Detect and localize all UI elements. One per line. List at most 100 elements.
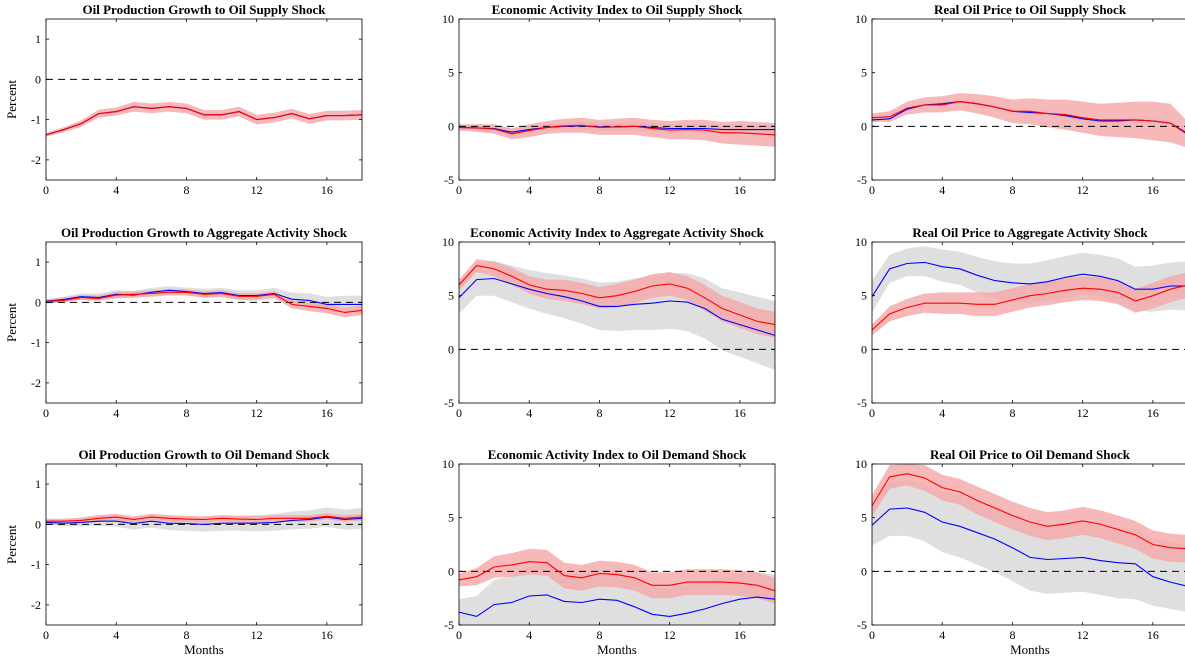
panel-title: Economic Activity Index to Oil Demand Sh…: [488, 447, 747, 462]
red-confidence-band: [872, 93, 1185, 147]
x-tick-label: 0: [43, 628, 49, 642]
red-response-line: [458, 124, 776, 136]
x-tick-label: 4: [113, 406, 119, 420]
red-response-line: [458, 265, 776, 326]
x-tick-label: 4: [113, 628, 119, 642]
panel-7: 0 4 8 12 16 -2 -1 0 1 Oil Production Growth to Oi…: [4, 447, 363, 657]
y-tick-label: 5: [448, 66, 454, 80]
x-tick-label: 8: [596, 628, 602, 642]
plot-background: [46, 464, 362, 625]
blue-confidence-band: [459, 564, 775, 625]
panel-title: Economic Activity Index to Oil Supply Sh…: [492, 2, 743, 17]
y-tick-label: 10: [442, 457, 454, 471]
x-tick-label: 12: [664, 406, 676, 420]
panel-title: Economic Activity Index to Aggregate Act…: [470, 225, 764, 240]
y-tick-label: -1: [31, 113, 41, 127]
plot-frame: [871, 463, 1185, 626]
y-tick-label: 0: [35, 295, 41, 309]
x-tick-label: 4: [939, 406, 945, 420]
plot-frame: [458, 18, 776, 181]
y-tick-label: -2: [31, 153, 41, 167]
y-tick-label: 0: [448, 342, 454, 356]
x-tick-label: 12: [1077, 183, 1089, 197]
y-axis-label: Percent: [4, 303, 19, 342]
y-tick-label: -5: [444, 173, 454, 187]
y-tick-label: -5: [444, 618, 454, 632]
y-tick-label: 0: [861, 119, 867, 133]
x-tick-label: 8: [1009, 183, 1015, 197]
x-tick-label: 16: [321, 406, 333, 420]
x-axis-label: Months: [597, 642, 637, 657]
x-tick-label: 16: [734, 406, 746, 420]
y-tick-label: -5: [857, 396, 867, 410]
plot-frame: [45, 241, 363, 404]
blue-confidence-band: [872, 480, 1185, 612]
red-confidence-band: [46, 101, 362, 137]
red-confidence-band: [872, 464, 1185, 563]
plot-frame: [458, 241, 776, 404]
x-tick-label: 8: [183, 183, 189, 197]
x-tick-label: 16: [1147, 183, 1159, 197]
panel-1: 0 4 8 12 16 -2 -1 0 1 Oil Production Growth to Oi…: [4, 2, 363, 197]
plot-frame: [871, 241, 1185, 404]
y-tick-label: -2: [31, 598, 41, 612]
panel-title: Oil Production Growth to Oil Supply Shoc…: [83, 2, 327, 17]
plot-frame: [45, 18, 363, 181]
y-tick-label: 5: [448, 289, 454, 303]
x-tick-label: 8: [1009, 406, 1015, 420]
x-tick-label: 16: [734, 628, 746, 642]
red-response-line: [458, 561, 776, 592]
x-tick-label: 4: [526, 183, 532, 197]
x-tick-label: 12: [1077, 628, 1089, 642]
blue-response-line: [45, 289, 362, 305]
x-tick-label: 0: [869, 628, 875, 642]
panel-title: Oil Production Growth to Aggregate Activ…: [61, 225, 348, 240]
x-tick-label: 12: [251, 183, 263, 197]
y-tick-label: 5: [861, 66, 867, 80]
x-tick-label: 12: [664, 628, 676, 642]
x-tick-label: 0: [869, 183, 875, 197]
x-tick-label: 16: [321, 183, 333, 197]
x-tick-label: 8: [596, 183, 602, 197]
y-tick-label: 0: [35, 72, 41, 86]
x-tick-label: 0: [456, 628, 462, 642]
panel-title: Oil Production Growth to Oil Demand Shoc…: [79, 447, 331, 462]
y-tick-label: 10: [855, 457, 867, 471]
y-tick-label: 0: [448, 119, 454, 133]
red-response-line: [45, 291, 363, 313]
plot-background: [46, 242, 362, 403]
x-tick-label: 4: [939, 183, 945, 197]
y-tick-label: 10: [855, 12, 867, 26]
y-tick-label: 5: [448, 511, 454, 525]
plot-frame: [871, 18, 1185, 181]
blue-response-line: [458, 594, 776, 617]
y-tick-label: 0: [861, 342, 867, 356]
red-confidence-band: [872, 272, 1185, 336]
y-tick-label: 0: [861, 564, 867, 578]
y-tick-label: 5: [861, 289, 867, 303]
x-tick-label: 16: [1147, 406, 1159, 420]
x-tick-label: 16: [734, 183, 746, 197]
x-tick-label: 4: [939, 628, 945, 642]
y-tick-label: -5: [857, 618, 867, 632]
blue-response-line: [458, 277, 776, 336]
x-tick-label: 4: [113, 183, 119, 197]
y-tick-label: 5: [861, 511, 867, 525]
x-tick-label: 8: [183, 628, 189, 642]
blue-response-line: [45, 516, 363, 525]
x-tick-label: 0: [43, 406, 49, 420]
red-response-line: [45, 106, 363, 136]
red-confidence-band: [459, 259, 775, 338]
y-tick-label: 0: [448, 564, 454, 578]
x-tick-label: 4: [526, 628, 532, 642]
panel-title: Real Oil Price to Oil Supply Shock: [934, 2, 1127, 17]
red-response-line: [871, 473, 1185, 550]
y-axis-label: Percent: [4, 525, 19, 564]
x-axis-label: Months: [184, 642, 224, 657]
